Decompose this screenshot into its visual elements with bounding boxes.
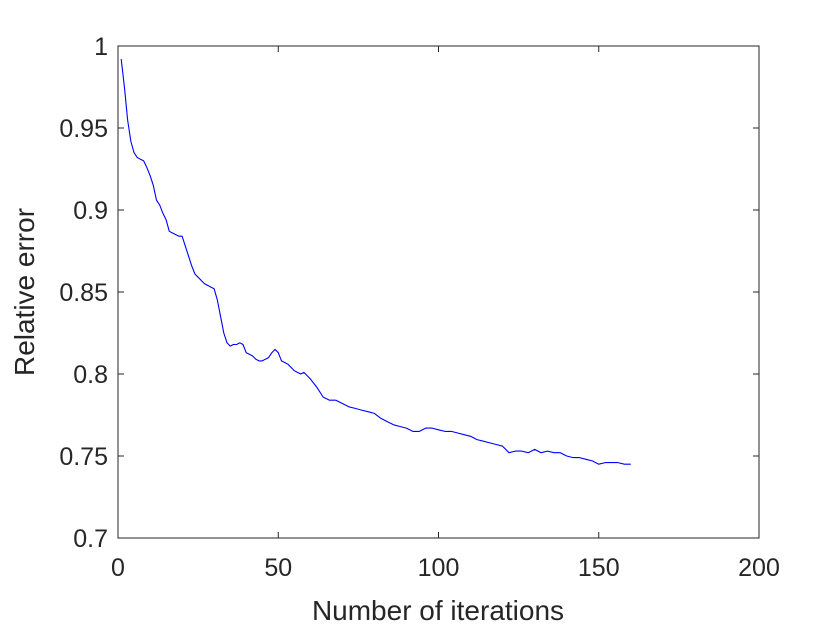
x-tick-label: 0 xyxy=(111,554,125,582)
y-tick-label: 0.9 xyxy=(73,197,108,225)
x-axis-label: Number of iterations xyxy=(312,595,564,626)
plot-frame xyxy=(117,45,760,539)
y-tick-label: 0.95 xyxy=(59,115,108,143)
y-tick-label: 1 xyxy=(94,33,108,61)
series-line-0 xyxy=(120,59,631,465)
series-layer xyxy=(120,59,631,465)
x-tick-label: 150 xyxy=(578,554,620,582)
y-tick-label: 0.75 xyxy=(59,443,108,471)
y-tick-label: 0.8 xyxy=(73,361,108,389)
plot-area xyxy=(117,45,760,539)
y-axis-ticks: 0.7 0.75 0.8 0.85 0.9 0.95 1 xyxy=(59,33,759,553)
x-tick-label: 50 xyxy=(264,554,292,582)
x-tick-label: 200 xyxy=(738,554,780,582)
y-tick-label: 0.7 xyxy=(73,525,108,553)
y-axis-label: Relative error xyxy=(9,208,40,376)
y-tick-label: 0.85 xyxy=(59,279,108,307)
x-tick-label: 100 xyxy=(418,554,460,582)
x-axis-ticks: 0 50 100 150 200 xyxy=(111,46,780,582)
